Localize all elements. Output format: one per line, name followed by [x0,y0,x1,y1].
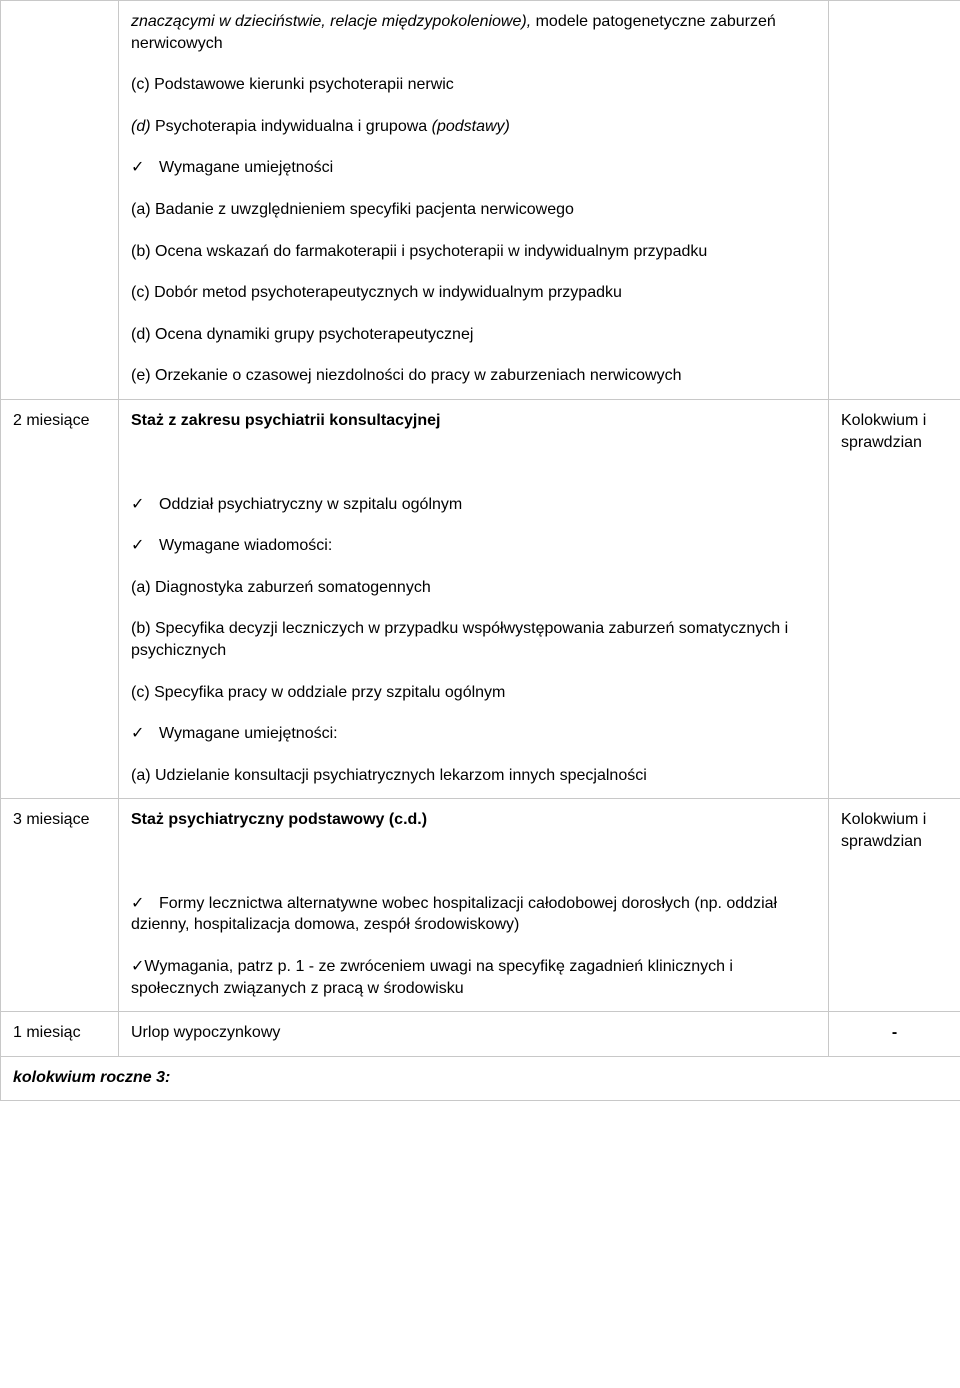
footer-cell: kolokwium roczne 3: [1,1056,960,1101]
duration-text: 3 miesiące [13,811,89,828]
table-row: 2 miesiące Staż z zakresu psychiatrii ko… [1,399,960,798]
paragraph: (b) Specyfika decyzji leczniczych w przy… [131,618,816,661]
text: (a) Badanie z uwzględnieniem specyfiki p… [131,201,574,218]
footer-text: kolokwium roczne 3: [13,1069,170,1086]
check-icon: ✓ [131,535,159,557]
assessment-cell: Kolokwium i sprawdzian [829,799,960,1012]
text: Psychoterapia indywidualna i grupowa [155,118,432,135]
check-icon: ✓ [131,958,144,975]
content-cell: Urlop wypoczynkowy [119,1012,829,1057]
text: (c) Specyfika pracy w oddziale przy szpi… [131,684,505,701]
table-row: 3 miesiące Staż psychiatryczny podstawow… [1,799,960,1012]
check-label: Oddział psychiatryczny w szpitalu ogólny… [159,496,462,513]
text: (b) Ocena wskazań do farmakoterapii i ps… [131,243,707,260]
check-label: Formy lecznictwa alternatywne wobec hosp… [131,895,777,934]
table-row: 1 miesiąc Urlop wypoczynkowy - [1,1012,960,1057]
table-row: znaczącymi w dzieciństwie, relacje międz… [1,1,960,400]
check-item: ✓Wymagania, patrz p. 1 - ze zwróceniem u… [131,956,816,999]
check-item: ✓Wymagane wiadomości: [131,535,816,557]
section-title: Staż psychiatryczny podstawowy (c.d.) [131,809,816,831]
check-label: Wymagane umiejętności: [159,725,338,742]
check-item: ✓Wymagane umiejętności: [131,723,816,745]
check-icon: ✓ [131,157,159,179]
paragraph: (d) Psychoterapia indywidualna i grupowa… [131,116,816,138]
assessment-cell [829,1,960,400]
assessment-text: - [892,1024,897,1041]
duration-cell: 1 miesiąc [1,1012,119,1057]
assessment-cell: Kolokwium i sprawdzian [829,399,960,798]
duration-text: 2 miesiące [13,412,89,429]
paragraph: (e) Orzekanie o czasowej niezdolności do… [131,365,816,387]
text: (e) Orzekanie o czasowej niezdolności do… [131,367,681,384]
check-icon: ✓ [131,893,159,915]
content-cell: Staż psychiatryczny podstawowy (c.d.) ✓F… [119,799,829,1012]
title-text: Staż psychiatryczny podstawowy (c.d.) [131,811,427,828]
check-icon: ✓ [131,723,159,745]
text: (c) Dobór metod psychoterapeutycznych w … [131,284,622,301]
title-text: Staż z zakresu psychiatrii konsultacyjne… [131,412,440,429]
text: (b) Specyfika decyzji leczniczych w przy… [131,620,788,659]
text: (d) Ocena dynamiki grupy psychoterapeuty… [131,326,473,343]
check-item: ✓Oddział psychiatryczny w szpitalu ogóln… [131,494,816,516]
section-title: Staż z zakresu psychiatrii konsultacyjne… [131,410,816,432]
curriculum-table: znaczącymi w dzieciństwie, relacje międz… [0,0,960,1101]
paragraph: (b) Ocena wskazań do farmakoterapii i ps… [131,241,816,263]
assessment-text: Kolokwium i sprawdzian [841,811,926,850]
check-label: Wymagane umiejętności [159,159,333,176]
paragraph: (c) Dobór metod psychoterapeutycznych w … [131,282,816,304]
paragraph: (a) Diagnostyka zaburzeń somatogennych [131,577,816,599]
text-italic: (d) [131,118,155,135]
paragraph: (c) Podstawowe kierunki psychoterapii ne… [131,74,816,96]
text-italic: (podstawy) [432,118,510,135]
check-icon: ✓ [131,494,159,516]
paragraph: (c) Specyfika pracy w oddziale przy szpi… [131,682,816,704]
paragraph: znaczącymi w dzieciństwie, relacje międz… [131,11,816,54]
table-footer-row: kolokwium roczne 3: [1,1056,960,1101]
paragraph: (d) Ocena dynamiki grupy psychoterapeuty… [131,324,816,346]
check-label: Wymagane wiadomości: [159,537,332,554]
duration-text: 1 miesiąc [13,1024,81,1041]
assessment-text: Kolokwium i sprawdzian [841,412,926,451]
assessment-cell: - [829,1012,960,1057]
check-item: ✓Wymagane umiejętności [131,157,816,179]
content-cell: znaczącymi w dzieciństwie, relacje międz… [119,1,829,400]
text: (c) Podstawowe kierunki psychoterapii ne… [131,76,454,93]
content-cell: Staż z zakresu psychiatrii konsultacyjne… [119,399,829,798]
duration-cell: 3 miesiące [1,799,119,1012]
text-italic: znaczącymi w dzieciństwie, relacje międz… [131,13,531,30]
text: Urlop wypoczynkowy [131,1024,280,1041]
duration-cell: 2 miesiące [1,399,119,798]
text: (a) Udzielanie konsultacji psychiatryczn… [131,767,647,784]
duration-cell [1,1,119,400]
text: (a) Diagnostyka zaburzeń somatogennych [131,579,431,596]
check-label: Wymagania, patrz p. 1 - ze zwróceniem uw… [131,958,733,997]
check-item: ✓Formy lecznictwa alternatywne wobec hos… [131,893,816,936]
paragraph: (a) Badanie z uwzględnieniem specyfiki p… [131,199,816,221]
paragraph: (a) Udzielanie konsultacji psychiatryczn… [131,765,816,787]
